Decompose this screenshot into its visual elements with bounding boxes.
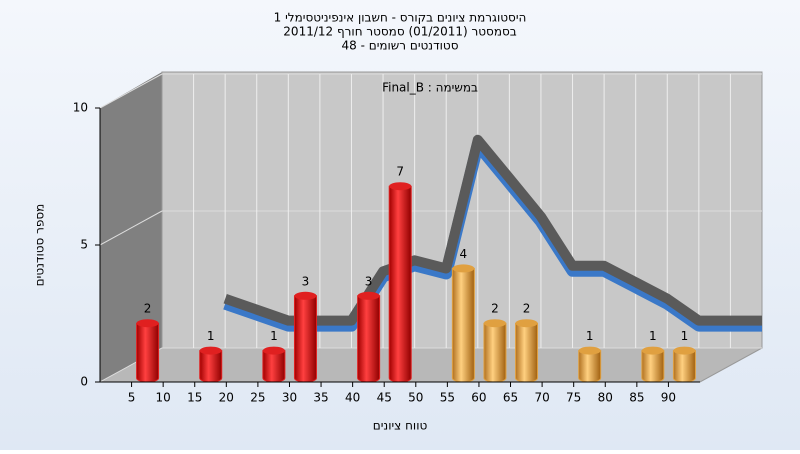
bar	[357, 295, 381, 383]
bar	[578, 350, 602, 383]
data-label: 1	[270, 329, 278, 343]
grid-line	[99, 210, 163, 246]
x-axis-label: טווח ציונים	[373, 419, 428, 433]
bar-top	[389, 182, 412, 191]
x-tick-label: 70	[534, 391, 549, 405]
x-tick-label: 75	[566, 391, 581, 405]
grid-line	[99, 73, 163, 109]
data-label: 2	[491, 302, 499, 316]
annotation: במשימה : Final_B	[382, 81, 478, 95]
bar	[388, 185, 412, 383]
x-tick-label: 35	[313, 391, 328, 405]
x-tick-label: 50	[408, 391, 423, 405]
data-label: 4	[460, 247, 468, 261]
data-label: 7	[396, 165, 404, 179]
bar	[515, 322, 539, 383]
bar-top	[136, 319, 159, 328]
y-tick-label: 5	[80, 238, 88, 252]
bar-top	[357, 291, 380, 300]
bar	[199, 350, 223, 383]
y-tick-label: 10	[73, 101, 88, 115]
bar	[672, 350, 696, 383]
bar-top	[294, 291, 317, 300]
data-label: 1	[649, 329, 657, 343]
x-tick-label: 5	[128, 391, 136, 405]
y-tick-label: 0	[80, 375, 88, 389]
x-tick-label: 60	[471, 391, 486, 405]
x-tick-label: 90	[661, 391, 676, 405]
x-tick-label: 30	[282, 391, 297, 405]
bar-top	[262, 346, 285, 355]
bar-top	[515, 319, 538, 328]
bar	[641, 350, 665, 383]
data-label: 1	[207, 329, 215, 343]
bar	[262, 350, 286, 383]
x-tick-label: 40	[345, 391, 360, 405]
x-tick-label: 80	[598, 391, 613, 405]
data-label: 2	[523, 302, 531, 316]
title: היסטוגרמת ציונים בקורס - חשבון אינפיניטס…	[274, 11, 527, 25]
x-tick-label: 10	[156, 391, 171, 405]
x-tick-label: 55	[440, 391, 455, 405]
title: סטודנטים רשומים - 48	[341, 39, 458, 53]
bar-top	[452, 264, 475, 273]
x-tick-label: 25	[250, 391, 265, 405]
bar	[293, 295, 317, 383]
bar-top	[483, 319, 506, 328]
data-label: 3	[365, 274, 373, 288]
x-tick-label: 65	[503, 391, 518, 405]
left-wall	[100, 72, 162, 382]
x-tick-label: 45	[377, 391, 392, 405]
x-tick-label: 85	[629, 391, 644, 405]
data-label: 2	[144, 302, 152, 316]
x-tick-label: 15	[187, 391, 202, 405]
data-label: 1	[586, 329, 594, 343]
data-label: 1	[681, 329, 689, 343]
bar-top	[578, 346, 601, 355]
y-axis-label: מספר סטודנטים	[33, 204, 47, 287]
bar-top	[673, 346, 696, 355]
bar-top	[199, 346, 222, 355]
data-label: 3	[302, 274, 310, 288]
bar	[483, 322, 507, 383]
bar	[136, 322, 160, 383]
x-tick-label: 20	[219, 391, 234, 405]
bar	[451, 267, 475, 383]
bar-top	[641, 346, 664, 355]
title: בסמסטר (01/2011) סמסטר חורף 2011/12	[283, 25, 516, 39]
